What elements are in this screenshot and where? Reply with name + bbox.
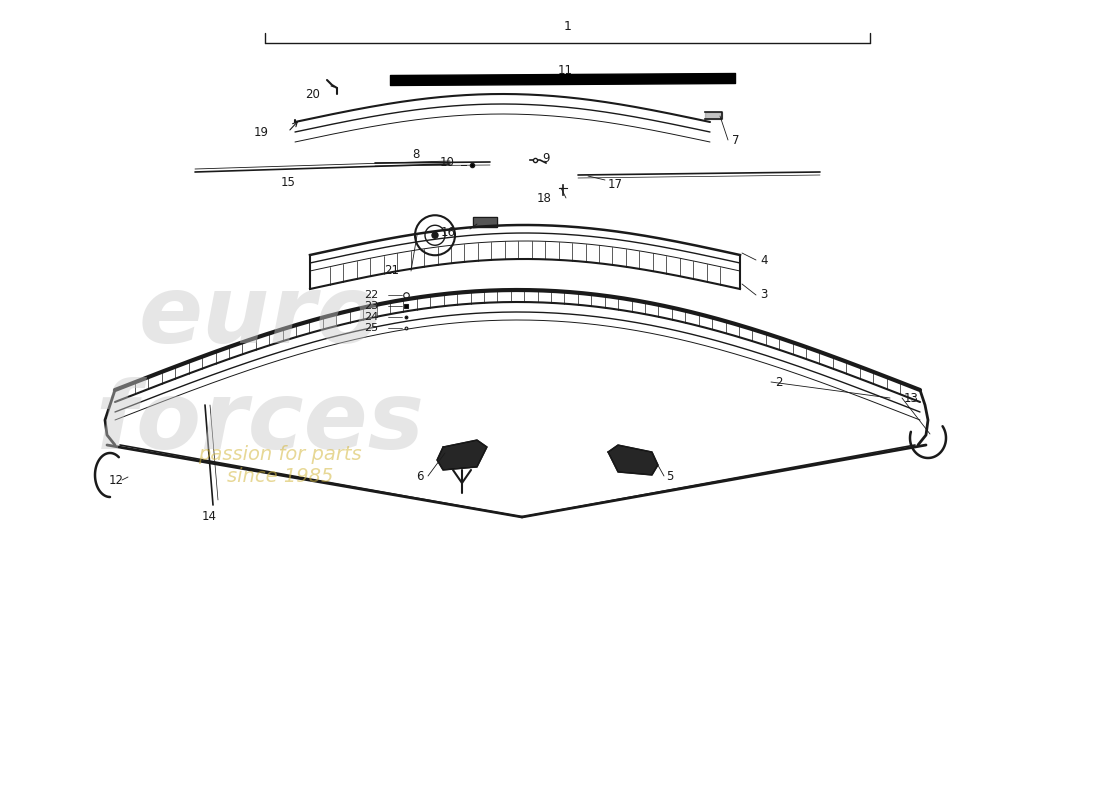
Circle shape [432,232,438,238]
Text: 8: 8 [412,147,420,161]
Text: 1: 1 [564,19,572,33]
Text: 23: 23 [364,301,378,311]
Text: passion for parts
since 1985: passion for parts since 1985 [198,445,362,486]
Text: 6: 6 [417,470,424,483]
Text: 24: 24 [364,312,378,322]
Text: 3: 3 [760,289,768,302]
Text: 5: 5 [666,470,673,483]
Text: 16: 16 [441,226,456,238]
Text: 9: 9 [542,153,550,166]
Text: 20: 20 [305,87,320,101]
Text: 18: 18 [537,191,552,205]
Polygon shape [473,217,497,227]
Text: 25: 25 [364,323,378,333]
Text: 19: 19 [254,126,270,138]
Text: 7: 7 [732,134,739,146]
Text: 22: 22 [364,290,378,300]
Text: 11: 11 [558,63,572,77]
Text: 17: 17 [608,178,623,190]
Text: 13: 13 [904,391,918,405]
Text: 12: 12 [109,474,124,487]
Text: euro
forces: euro forces [96,270,425,469]
Polygon shape [608,445,658,475]
Text: 14: 14 [201,510,217,522]
Text: 10: 10 [440,155,455,169]
Text: 2: 2 [776,375,782,389]
Polygon shape [705,112,722,119]
Text: 15: 15 [280,177,296,190]
Text: 4: 4 [760,254,768,266]
Polygon shape [437,440,487,470]
Text: 21: 21 [384,265,399,278]
